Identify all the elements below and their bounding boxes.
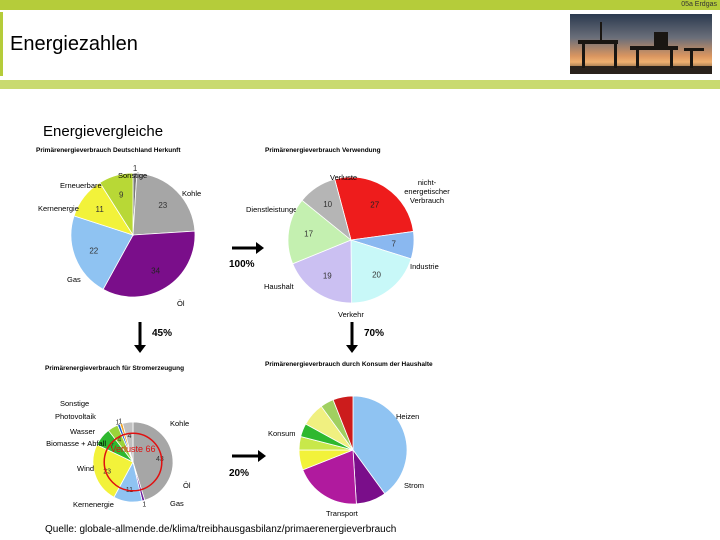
chart-2-value-2: 20 xyxy=(372,270,381,279)
label-transport: Transport xyxy=(326,509,359,518)
chart-3-value-7: 1 xyxy=(118,419,122,426)
chart-4-slice-2 xyxy=(302,449,357,505)
chart-2-slice-0 xyxy=(334,176,414,241)
chart-1-value-4: 11 xyxy=(96,205,105,214)
label-kernenergie-strom: Kernenergie xyxy=(73,500,114,509)
chart-1-value-0: 1 xyxy=(133,164,138,173)
chart-2-slice-3 xyxy=(292,239,353,304)
label-kohle: Kohle xyxy=(182,189,201,198)
chart-2-value-5: 10 xyxy=(323,200,332,209)
label-erneuerbare: Erneuerbare xyxy=(60,181,102,190)
chart-3-slice-3 xyxy=(92,444,134,498)
page-title: Energiezahlen xyxy=(10,33,138,55)
chart-3-value-4: 7 xyxy=(110,443,114,450)
platform-silhouette-icon xyxy=(570,22,712,74)
offshore-platform-photo xyxy=(570,14,712,74)
chart-4-slice-0 xyxy=(352,395,408,495)
chart-3-value-5: 4 xyxy=(117,437,121,444)
label-strom: Strom xyxy=(404,481,424,490)
chart-3-value-8: 4 xyxy=(127,433,131,440)
label-konsum: Konsum xyxy=(268,429,296,438)
label-gas-strom: Gas xyxy=(170,499,184,508)
chart-2-slice-4 xyxy=(287,199,352,265)
label-kohle-strom: Kohle xyxy=(170,419,189,428)
label-wasser: Wasser xyxy=(70,427,96,436)
chart-4-title: Primärenergieverbrauch durch Konsum der … xyxy=(265,361,433,368)
label-sonstige-strom: Sonstige xyxy=(60,399,89,408)
arrow-right-bottom xyxy=(232,450,266,462)
chart-2-value-1: 7 xyxy=(391,240,396,249)
label-photovoltaik: Photovoltaik xyxy=(55,412,96,421)
chart-3-value-1: 1 xyxy=(142,502,146,509)
source-citation: Quelle: globale-allmende.de/klima/treibh… xyxy=(45,524,397,535)
arrow-down-left xyxy=(134,322,146,353)
label-verkehr: Verkehr xyxy=(338,310,364,319)
slide-section-label: 05a Erdgas xyxy=(681,1,717,8)
label-oel-strom: Öl xyxy=(183,481,191,490)
label-wind: Wind xyxy=(77,464,94,473)
label-dienstleistungen-wrap: Dienstleistungen xyxy=(246,205,296,214)
label-haushalt: Haushalt xyxy=(264,282,295,291)
arrow-label-20: 20% xyxy=(229,468,249,479)
chart-3-slice-0 xyxy=(132,421,174,501)
arrow-right-top xyxy=(232,242,264,254)
label-oel: Öl xyxy=(177,299,185,308)
header-band xyxy=(0,80,720,89)
chart-3-value-0: 43 xyxy=(156,456,164,463)
chart-1-value-2: 34 xyxy=(151,267,160,276)
arrow-label-100: 100% xyxy=(229,259,255,270)
arrow-label-70: 70% xyxy=(364,328,384,339)
chart-3-value-6: 1 xyxy=(116,420,120,427)
arrow-label-45: 45% xyxy=(152,328,172,339)
label-nichtenergetisch-wrap: nicht-energetischer Verbrauch xyxy=(404,178,450,205)
label-verluste: Verluste xyxy=(330,173,357,182)
chart-3-title: Primärenergieverbrauch für Stromerzeugun… xyxy=(45,365,184,372)
chart-2-slice-5 xyxy=(301,178,352,242)
chart-1-value-1: 23 xyxy=(158,201,167,210)
losses-ring xyxy=(103,432,163,492)
arrow-down-right xyxy=(346,322,358,353)
chart-1-slice-5 xyxy=(99,172,134,237)
label-heizen: Heizen xyxy=(396,412,419,421)
chart-1-slice-1 xyxy=(132,172,196,236)
label-industrie: Industrie xyxy=(410,262,439,271)
chart-1-slice-3 xyxy=(70,215,134,290)
label-kernenergie: Kernenergie xyxy=(38,204,79,213)
top-accent-bar xyxy=(0,0,720,10)
label-biomasse: Biomasse + Abfall xyxy=(46,439,106,448)
chart-2-value-0: 27 xyxy=(370,200,379,209)
chart-4-slice-8 xyxy=(332,395,354,451)
chart-1-value-3: 22 xyxy=(89,247,98,256)
label-dienstleistungen: Dienstleistungen xyxy=(246,205,296,214)
chart-1-value-5: 9 xyxy=(119,191,124,200)
center-label-verluste: Verluste 66 xyxy=(110,444,155,454)
chart-2-value-4: 17 xyxy=(304,230,313,239)
chart-2-value-3: 19 xyxy=(323,272,332,281)
label-nichtenergetisch: nicht-energetischer Verbrauch xyxy=(404,178,450,205)
chart-3-value-3: 23 xyxy=(103,468,111,475)
chart-2-title: Primärenergieverbrauch Verwendung xyxy=(265,147,381,154)
title-box xyxy=(0,12,569,76)
section-subtitle: Energievergleiche xyxy=(43,123,164,140)
chart-3-slice-8 xyxy=(122,421,134,463)
chart-2-slice-2 xyxy=(350,239,412,304)
chart-1-title: Primärenergieverbrauch Deutschland Herku… xyxy=(36,147,181,154)
label-gas: Gas xyxy=(67,275,81,284)
label-biomasse-wrap: Biomasse + Abfall xyxy=(46,439,106,448)
label-sonstige: Sonstige xyxy=(118,171,147,180)
